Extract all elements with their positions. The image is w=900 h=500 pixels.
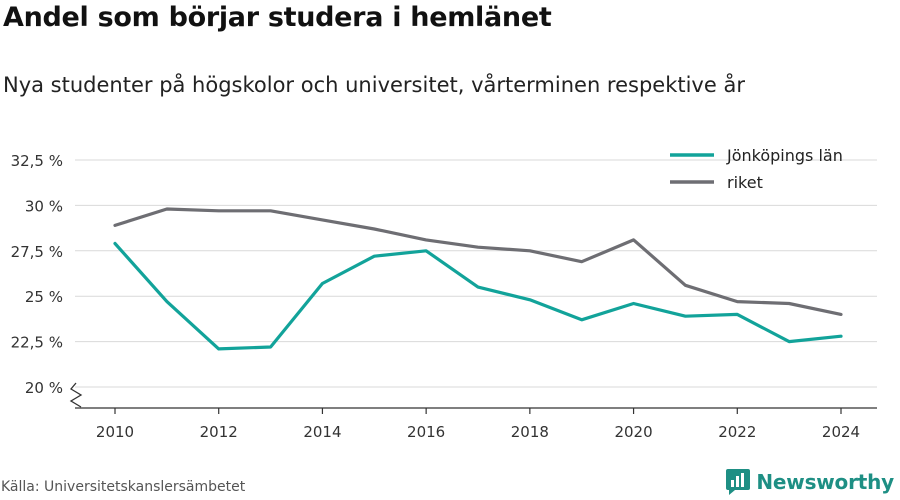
series-line-riket (113, 207, 843, 316)
legend: Jönköpings län riket (670, 146, 843, 192)
y-tick-label: 22,5 % (11, 334, 63, 352)
newsworthy-logo-icon (726, 469, 751, 495)
x-tick-label: 2014 (303, 423, 341, 441)
x-tick-label: 2020 (614, 423, 652, 441)
source-note: Källa: Universitetskanslersämbetet (1, 479, 246, 495)
x-tick-label: 2024 (822, 423, 860, 441)
legend-label: riket (727, 173, 763, 192)
brand-name: Newsworthy (756, 470, 894, 494)
x-tick-label: 2018 (511, 423, 549, 441)
y-tick-label: 30 % (25, 197, 63, 215)
y-tick-label: 25 % (25, 288, 63, 306)
x-tick-label: 2022 (718, 423, 756, 441)
y-axis-ticks: 20 % 22,5 % 25 % 27,5 % 30 % 32,5 % (11, 152, 63, 397)
grid-lines (75, 159, 877, 388)
y-tick-label: 20 % (25, 379, 63, 397)
y-tick-label: 32,5 % (11, 152, 63, 170)
series-lines (113, 207, 843, 351)
legend-label: Jönköpings län (726, 146, 843, 165)
chart-title: Andel som börjar studera i hemlänet (3, 2, 552, 33)
chart-subtitle: Nya studenter på högskolor och universit… (3, 73, 745, 97)
x-tick-label: 2012 (200, 423, 238, 441)
x-axis: 2010 2012 2014 2016 2018 2020 2022 2024 (69, 382, 877, 441)
axis-break-marker (69, 382, 83, 408)
x-tick-label: 2016 (407, 423, 445, 441)
x-tick-label: 2010 (96, 423, 134, 441)
y-tick-label: 27,5 % (11, 243, 63, 261)
series-line-jonkopings-lan (113, 241, 843, 351)
brand-logo: Newsworthy (725, 467, 894, 497)
